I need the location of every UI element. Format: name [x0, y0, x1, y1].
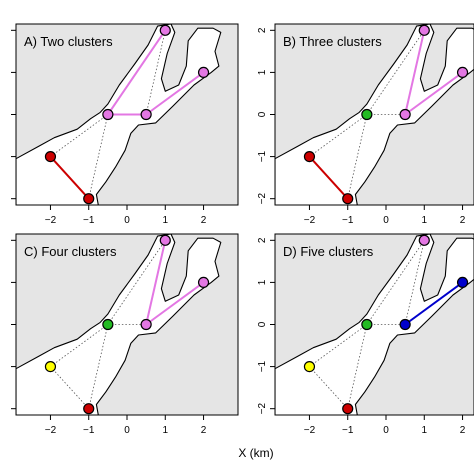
- node-point: [83, 193, 95, 205]
- node-point: [44, 360, 57, 373]
- node-point: [197, 276, 210, 289]
- x-tick-label: −1: [342, 425, 354, 436]
- cluster-edge: [404, 30, 426, 115]
- network-edge: [366, 240, 425, 325]
- x-tick-label: −1: [83, 425, 95, 436]
- network-edge: [366, 30, 425, 115]
- panel-4: D) Five clusters −2 −1 0 1 2 2 1 0 −1 −2: [257, 233, 474, 436]
- node-point: [418, 24, 430, 36]
- x-tick-label: 1: [162, 215, 168, 226]
- cluster-edge: [404, 281, 464, 326]
- panel-1: A) Two clusters −2 −1 0 1 2: [11, 23, 239, 226]
- node-point: [456, 66, 469, 79]
- x-tick-label: 1: [421, 215, 427, 226]
- node-point: [456, 276, 469, 289]
- network-edge: [107, 240, 166, 325]
- x-tick-label: 2: [201, 425, 207, 436]
- node-point: [361, 318, 373, 331]
- y-tick-label: 1: [257, 279, 268, 285]
- network-edge: [50, 114, 109, 157]
- network-edge: [347, 114, 368, 199]
- x-axis-label: X (km): [238, 446, 273, 460]
- cluster-edge: [107, 29, 167, 116]
- panel-title: C) Four clusters: [24, 244, 117, 259]
- x-tick-label: −1: [342, 215, 354, 226]
- y-tick-label: 1: [257, 69, 268, 75]
- y-tick-label: 2: [257, 237, 268, 243]
- y-tick-label: −2: [257, 193, 268, 205]
- x-tick-label: 0: [124, 215, 130, 226]
- y-tick-label: 0: [257, 321, 268, 327]
- x-tick-label: 0: [383, 425, 389, 436]
- node-point: [418, 234, 430, 246]
- x-tick-label: −2: [304, 215, 316, 226]
- cluster-edge: [145, 281, 205, 326]
- x-tick-label: −1: [83, 215, 95, 226]
- network-edge: [309, 324, 368, 367]
- network-edge: [50, 366, 90, 409]
- y-tick-label: −2: [257, 403, 268, 415]
- node-point: [140, 108, 152, 121]
- panel-title: D) Five clusters: [283, 244, 374, 259]
- network-edge: [309, 114, 368, 157]
- x-tick-label: 0: [124, 425, 130, 436]
- network-edge: [347, 324, 368, 409]
- node-point: [342, 193, 354, 205]
- node-point: [102, 318, 114, 331]
- y-tick-label: −1: [257, 360, 268, 372]
- panel-title: A) Two clusters: [24, 34, 113, 49]
- panel-title: B) Three clusters: [283, 34, 382, 49]
- node-point: [159, 24, 171, 36]
- x-tick-label: 2: [201, 215, 207, 226]
- network-edge: [88, 114, 109, 199]
- node-point: [44, 150, 57, 163]
- y-tick-label: 0: [257, 111, 268, 117]
- node-point: [342, 403, 354, 415]
- cluster-edge: [49, 155, 90, 200]
- node-point: [303, 150, 316, 163]
- y-tick-label: −1: [257, 150, 268, 162]
- cluster-edge: [145, 71, 205, 116]
- node-point: [361, 108, 373, 121]
- x-tick-label: −2: [45, 425, 57, 436]
- panel-3: C) Four clusters −2 −1 0 1 2: [11, 233, 239, 436]
- x-tick-label: 2: [460, 425, 466, 436]
- node-point: [140, 318, 152, 331]
- node-point: [83, 403, 95, 415]
- x-tick-label: 2: [460, 215, 466, 226]
- panel-2: B) Three clusters −2 −1 0 1 2 2 1 0 −1 −2: [257, 23, 474, 226]
- x-tick-label: 1: [421, 425, 427, 436]
- node-point: [197, 66, 210, 79]
- network-edge: [145, 30, 166, 115]
- x-tick-label: −2: [304, 425, 316, 436]
- x-tick-label: 0: [383, 215, 389, 226]
- network-edge: [309, 366, 349, 409]
- node-point: [159, 234, 171, 246]
- x-tick-label: 1: [162, 425, 168, 436]
- node-point: [399, 108, 411, 121]
- network-edge: [88, 324, 109, 409]
- node-point: [399, 318, 411, 331]
- cluster-edge: [308, 155, 349, 200]
- network-edge: [404, 240, 425, 325]
- node-point: [102, 108, 114, 121]
- x-tick-label: −2: [45, 215, 57, 226]
- cluster-edge: [145, 240, 167, 325]
- cluster-edge: [404, 71, 464, 116]
- panels: A) Two clusters −2 −1 0 1 2 B) Three clusters −…: [11, 23, 474, 436]
- y-tick-label: 2: [257, 27, 268, 33]
- node-point: [303, 360, 316, 373]
- network-edge: [50, 324, 109, 367]
